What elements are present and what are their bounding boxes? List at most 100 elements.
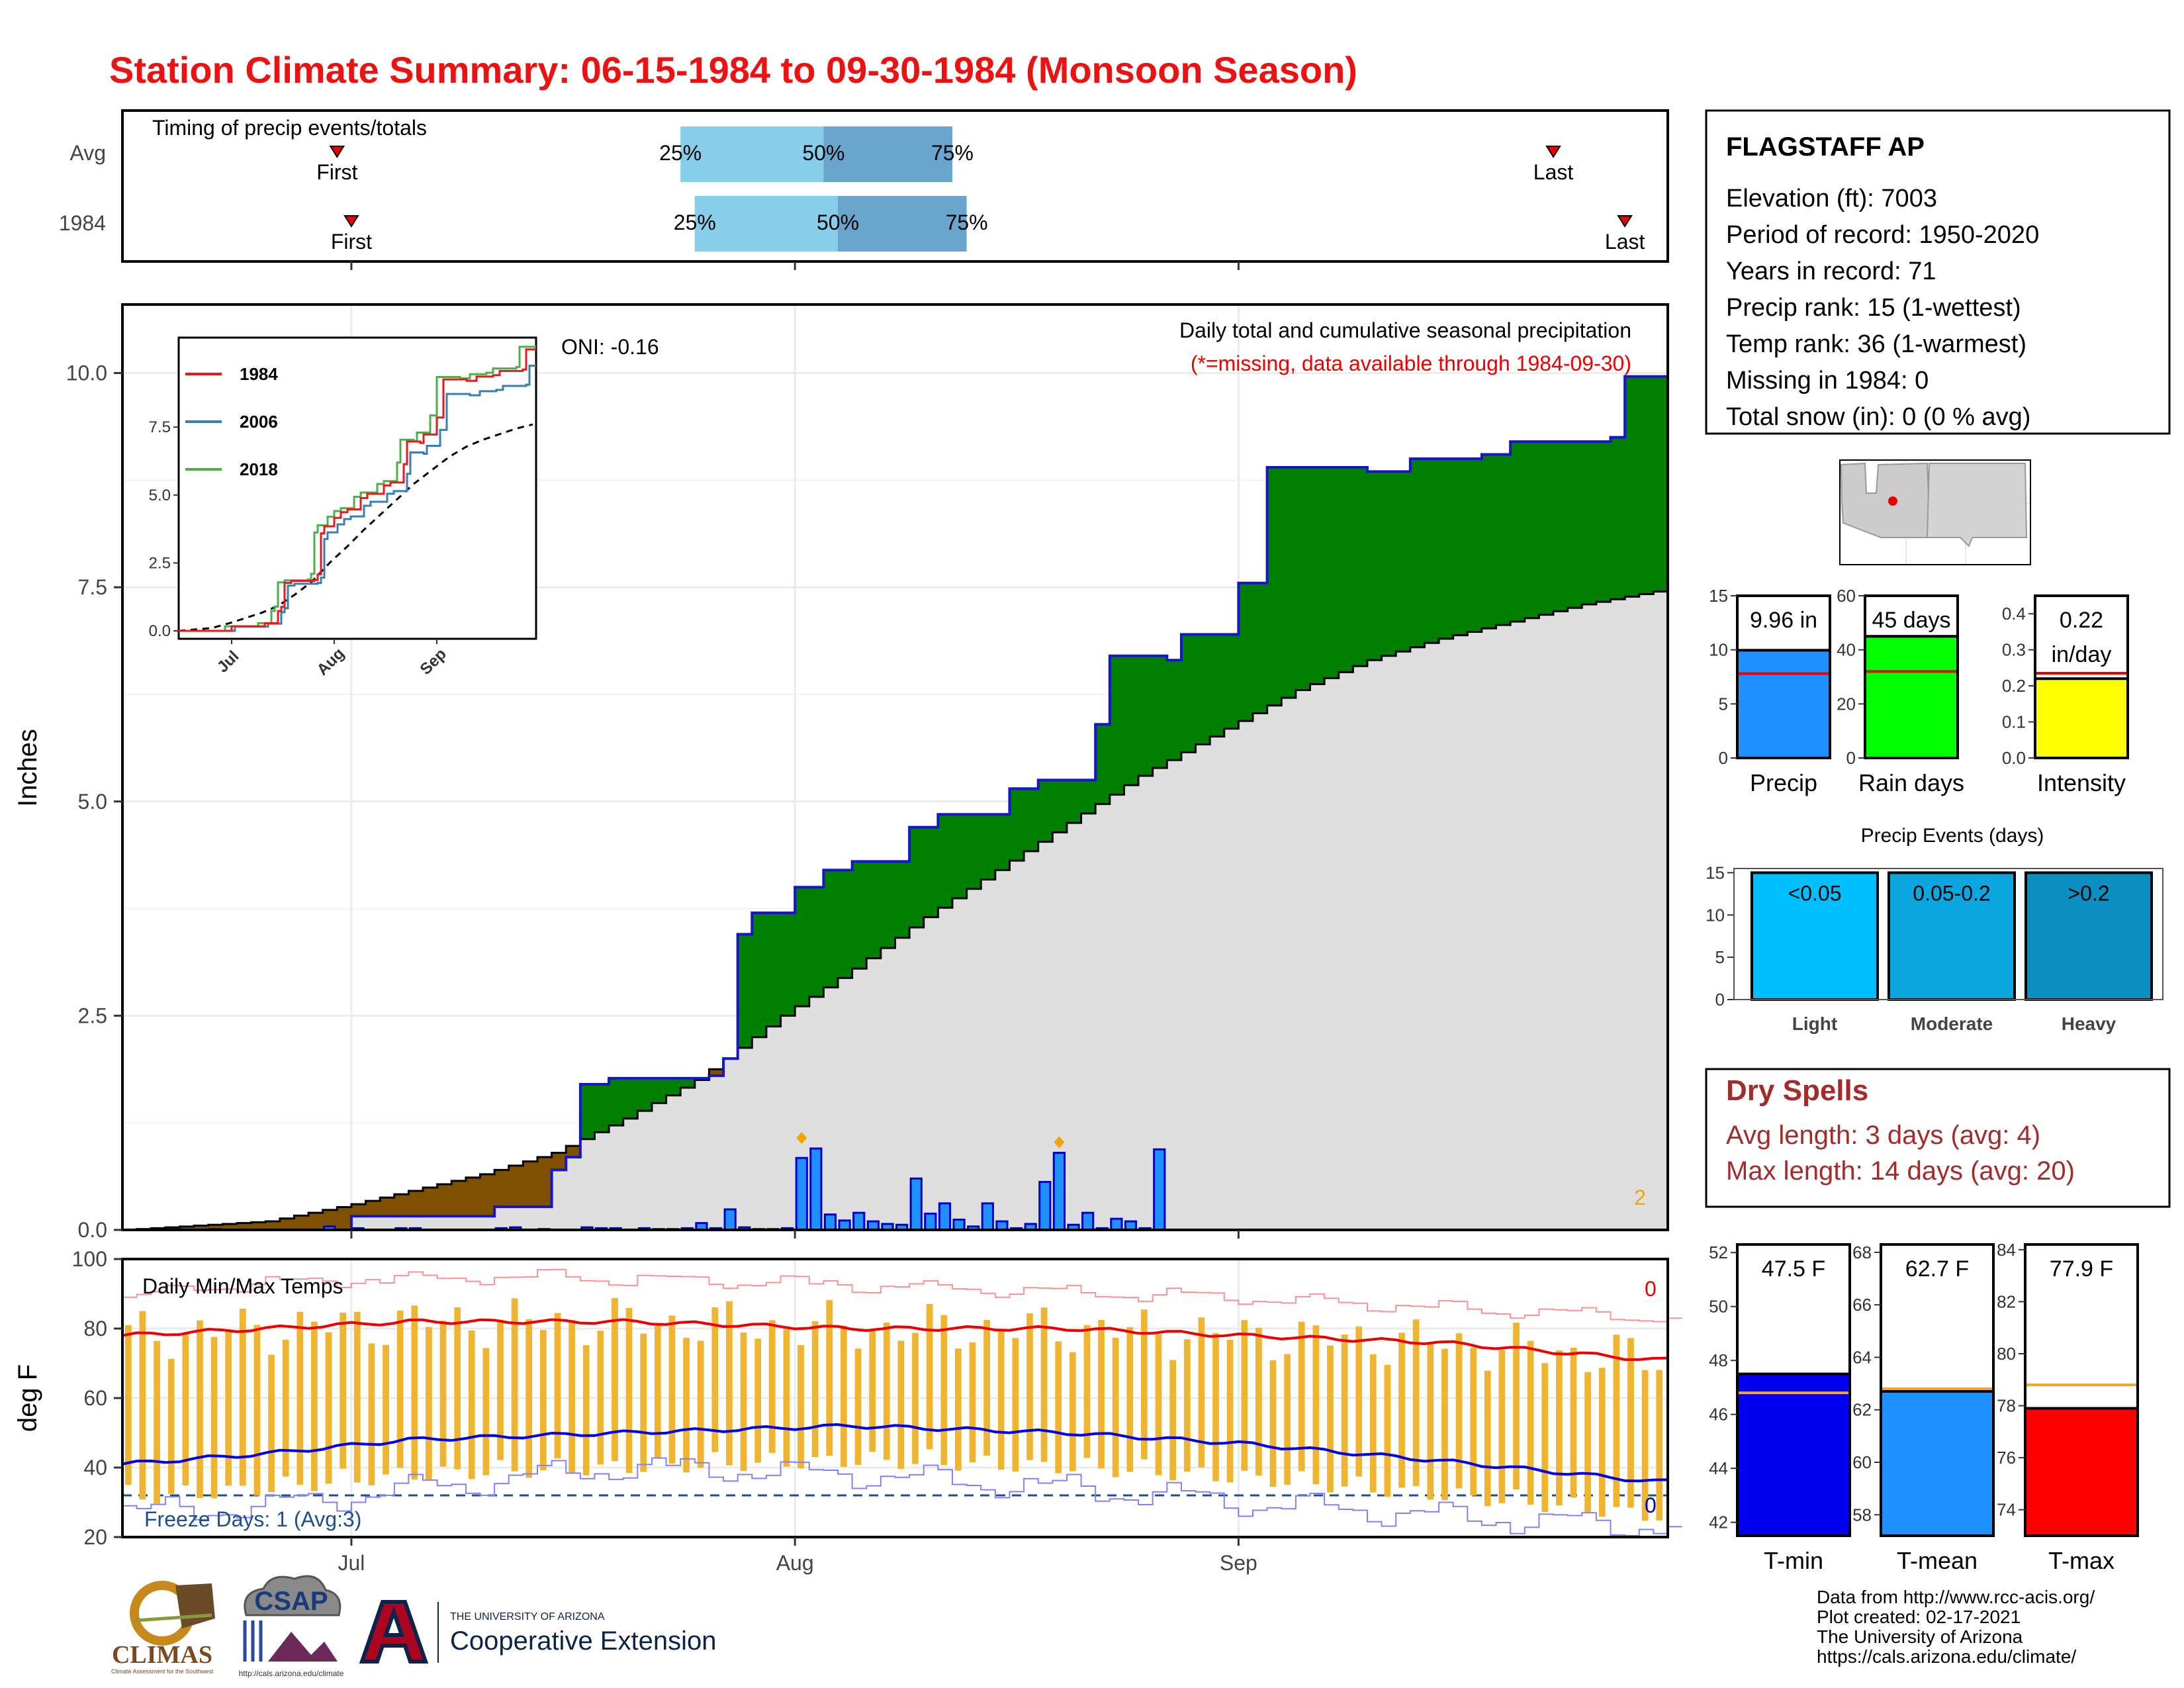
dry-spells-avg: Avg length: 3 days (avg: 4): [1726, 1121, 2040, 1150]
daily-temp-range-bar: [340, 1312, 347, 1469]
daily-precip-bar: [1153, 1148, 1166, 1231]
daily-temp-range-bar: [426, 1327, 432, 1479]
above-average-area: [1338, 467, 1353, 673]
above-average-area: [637, 1078, 653, 1111]
above-average-area: [1124, 655, 1139, 786]
daily-temp-range-bar: [1312, 1325, 1320, 1485]
above-average-area: [580, 1084, 596, 1139]
precip-y-tick-label: 5.0: [78, 790, 107, 814]
above-average-area: [852, 861, 867, 969]
summary-t-max-value-bar: [2024, 1407, 2139, 1537]
station-info-box: FLAGSTAFF AP Elevation (ft): 7003 Period …: [1705, 109, 2171, 435]
daily-temp-range-bar: [1040, 1307, 1048, 1462]
dry-spells-max: Max length: 14 days (avg: 20): [1726, 1156, 2075, 1186]
daily-temp-range-bar: [482, 1348, 490, 1476]
summary-intensity-border: [2034, 594, 2129, 759]
csap-mountain-icon: [268, 1632, 338, 1662]
above-average-area: [1553, 442, 1569, 612]
above-average-area: [1009, 788, 1024, 861]
daily-temp-range-bar: [1169, 1360, 1177, 1481]
timing-bar-50-75: [838, 196, 967, 252]
timing-bar-50-75: [823, 126, 952, 182]
above-average-area: [1024, 788, 1039, 851]
summary-t-min-tick-label: 44: [1709, 1458, 1728, 1478]
station-detail-line: Precip rank: 15 (1-wettest): [1726, 294, 2021, 322]
daily-temp-range-bar: [811, 1321, 819, 1458]
summary-t-max-axis-label: T-max: [2048, 1547, 2115, 1574]
summary-t-mean-tick-label: 60: [1852, 1452, 1872, 1472]
above-average-area: [1324, 467, 1340, 679]
timing-pct-label: 50%: [802, 141, 844, 165]
above-average-area: [1367, 471, 1383, 661]
above-average-area: [1424, 459, 1439, 643]
summary-t-max-value-label: 77.9 F: [2050, 1256, 2113, 1282]
daily-temp-range-bar: [368, 1343, 375, 1485]
new-mexico-map-shape: [1926, 463, 2028, 547]
daily-temp-range-bar: [841, 1325, 847, 1467]
daily-temp-range-bar: [668, 1315, 676, 1464]
daily-precip-bar: [795, 1156, 808, 1231]
station-detail-line: Temp rank: 36 (1-warmest): [1726, 330, 2026, 358]
below-average-area: [279, 1218, 295, 1230]
above-average-area: [809, 887, 824, 997]
x-axis-month-labels: Jul Aug Sep: [338, 1537, 1257, 1575]
events-border: [1733, 868, 2163, 1000]
daily-precip-bar: [809, 1147, 823, 1231]
events-bar-label: Heavy: [2062, 1013, 2116, 1034]
climas-logo: CLIMAS Climate Assessment for the Southw…: [111, 1581, 215, 1675]
daily-temp-range-bar: [983, 1319, 990, 1456]
above-average-area: [1167, 660, 1182, 761]
daily-temp-range-bar: [1212, 1333, 1219, 1481]
daily-temp-range-bar: [411, 1305, 418, 1479]
events-bar-text: <0.05: [1788, 881, 1842, 905]
daily-precip-bar: [952, 1218, 966, 1231]
above-average-area: [1281, 467, 1297, 698]
temp-y-tick-label: 40: [83, 1456, 107, 1479]
summary-intensity-tick-label: 0.4: [2002, 604, 2026, 624]
daily-temp-range-bar: [1269, 1360, 1277, 1487]
above-average-area: [1439, 459, 1454, 639]
above-average-area: [923, 827, 938, 917]
first-event-label: First: [331, 230, 372, 254]
daily-temp-range-bar: [1398, 1333, 1405, 1488]
timing-bars: 25% 50% 75% First Last 25% 50% 75% First Last: [316, 126, 1645, 270]
precip-annotation-title: Daily total and cumulative seasonal prec…: [1179, 318, 1631, 342]
daily-temp-range-bar: [1627, 1338, 1634, 1508]
daily-temp-range-bar: [1484, 1370, 1491, 1507]
daily-temp-range-bar: [1126, 1327, 1134, 1472]
daily-temp-range-bar: [883, 1323, 890, 1460]
page-title: Station Climate Summary: 06-15-1984 to 0…: [109, 49, 1357, 91]
daily-temp-range-bar: [1341, 1334, 1348, 1487]
daily-temp-range-bar: [1441, 1348, 1448, 1501]
below-average-area: [394, 1194, 410, 1217]
daily-temp-range-bar: [1656, 1370, 1663, 1521]
summary-intensity: 0.0 0.1 0.2 0.3 0.4 0.22 in/day Intensity: [2002, 594, 2129, 796]
precip-events-bars: 0 5 10 15 <0.05 Light 0.05-0.2 Moderate >0.2 Heav…: [1706, 863, 2163, 1034]
university-of-arizona-logo: THE UNIVERSITY OF ARIZONA Cooperative Ex…: [359, 1600, 716, 1664]
above-average-area: [1596, 442, 1612, 602]
above-average-area: [952, 814, 968, 899]
daily-precip-record-marker: [796, 1132, 807, 1145]
timing-pct-label: 75%: [946, 211, 988, 234]
above-average-area: [966, 814, 981, 889]
average-cumulative-line: [122, 590, 1668, 1231]
daily-temp-range-bar: [1570, 1347, 1577, 1498]
daily-temp-range-bar: [253, 1325, 261, 1496]
timing-pct-label: 75%: [931, 141, 974, 165]
above-average-area: [1639, 376, 1654, 594]
summary-bar-charts: 0 5 10 15 9.96 in Precip 0 20 40 60 45 days Rain da…: [1709, 586, 2129, 796]
csap-logo-text: CSAP: [254, 1587, 328, 1616]
above-average-area: [680, 1078, 696, 1088]
temp-y-axis: 20 40 60 80 100: [72, 1247, 122, 1549]
inset-legend: 1984 2006 2018: [185, 364, 278, 479]
daily-temp-range-bar: [197, 1320, 203, 1498]
timing-pct-label: 50%: [817, 211, 859, 234]
above-average-area: [1467, 459, 1482, 632]
below-average-area: [294, 1215, 309, 1230]
summary-precip: 0 5 10 15 9.96 in Precip: [1709, 586, 1831, 796]
below-average-area: [523, 1161, 538, 1207]
precip-y-axis-label: Inches: [13, 729, 42, 807]
daily-temp-range-bar: [726, 1301, 733, 1466]
daily-temp-range-bar: [697, 1340, 704, 1468]
